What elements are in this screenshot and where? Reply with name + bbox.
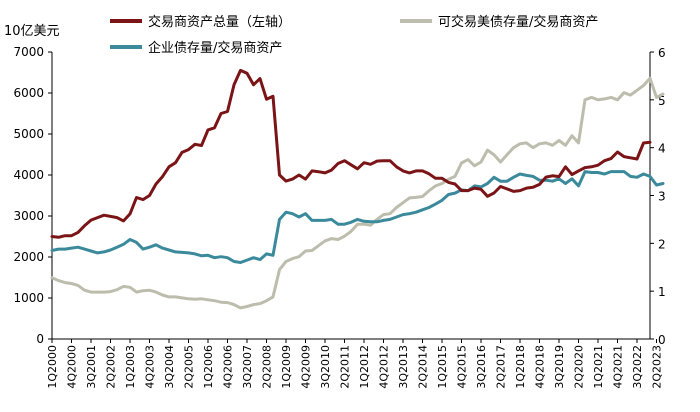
y-right-tick-label: 0: [658, 333, 666, 347]
x-tick-label: 4Q2009: [300, 345, 313, 389]
y-right-tick-label: 3: [658, 190, 666, 204]
x-tick-label: 1Q2000: [46, 345, 59, 389]
x-tick-label: 3Q2007: [241, 345, 254, 389]
x-tick-label: 3Q2013: [397, 345, 410, 389]
x-tick-label: 2Q2011: [339, 345, 352, 389]
x-tick-label: 2Q2017: [495, 345, 508, 389]
y-right-tick-label: 1: [658, 285, 666, 299]
y-left-tick-label: 6000: [13, 86, 44, 100]
x-tick-label: 1Q2003: [124, 345, 137, 389]
legend: 交易商资产总量（左轴） 可交易美债存量/交易商资产 企业债存量/交易商资产: [110, 14, 598, 56]
x-tick-label: 2Q2014: [417, 345, 430, 389]
x-tick-label: 3Q2001: [85, 345, 98, 389]
y-left-tick-label: 3000: [13, 209, 44, 223]
y-right-tick-label: 6: [658, 46, 666, 60]
x-tick-label: 2Q2023: [651, 345, 664, 389]
legend-label-treasury-ratio: 可交易美债存量/交易商资产: [438, 14, 598, 30]
x-tick-label: 2Q2020: [573, 345, 586, 389]
y-left-tick-label: 2000: [13, 250, 44, 264]
x-tick-label: 1Q2021: [592, 345, 605, 389]
x-tick-label: 4Q2006: [222, 345, 235, 389]
x-tick-label: 3Q2019: [553, 345, 566, 389]
x-tick-label: 1Q2015: [436, 345, 449, 389]
y-left-tick-label: 5000: [13, 127, 44, 141]
legend-label-corporate-ratio: 企业债存量/交易商资产: [148, 40, 282, 56]
x-tick-label: 4Q2018: [534, 345, 547, 389]
x-tick-label: 2Q2008: [261, 345, 274, 389]
y-left-tick-label: 0: [36, 332, 44, 346]
left-axis-unit: 10亿美元: [4, 24, 60, 39]
series-line-corporate-ratio: [50, 170, 665, 264]
series-line-treasury-ratio: [50, 76, 665, 310]
x-tick-label: 4Q2003: [144, 345, 157, 389]
y-left-tick-label: 4000: [13, 168, 44, 182]
y-right-tick-label: 4: [658, 142, 666, 156]
x-tick-label: 4Q2000: [66, 345, 79, 389]
x-tick-label: 3Q2004: [163, 345, 176, 389]
x-tick-label: 1Q2018: [514, 345, 527, 389]
x-tick-label: 3Q2016: [475, 345, 488, 389]
series-layer: [50, 68, 665, 310]
y-left-tick-label: 7000: [13, 45, 44, 59]
y-left-tick-label: 1000: [13, 291, 44, 305]
x-tick-label: 2Q2002: [105, 345, 118, 389]
y-right-tick-label: 5: [658, 94, 666, 108]
x-tick-label: 4Q2015: [456, 345, 469, 389]
x-tick-label: 4Q2012: [378, 345, 391, 389]
x-tick-label: 2Q2005: [183, 345, 196, 389]
y-right-tick-label: 2: [658, 237, 666, 251]
x-tick-label: 1Q2012: [358, 345, 371, 389]
x-tick-label: 1Q2006: [202, 345, 215, 389]
legend-label-dealer-assets: 交易商资产总量（左轴）: [148, 14, 291, 30]
x-tick-label: 4Q2021: [612, 345, 625, 389]
x-tick-label: 1Q2009: [280, 345, 293, 389]
axes: 0 1000 2000 3000 4000 5000 6000 7000 0 1 2 3 4 5 6 1Q20…: [13, 45, 665, 389]
x-tick-label: 3Q2010: [319, 345, 332, 389]
x-tick-label: 3Q2022: [631, 345, 644, 389]
series-line-dealer-assets: [50, 68, 652, 239]
